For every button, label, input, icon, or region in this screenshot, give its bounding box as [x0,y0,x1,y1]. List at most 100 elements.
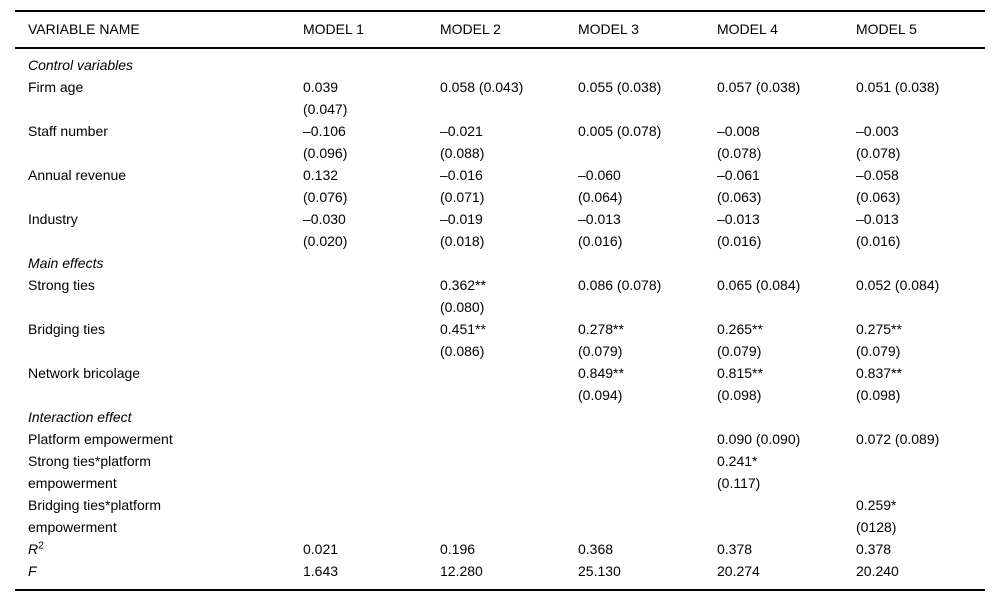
model-value-cell: –0.106 (0.096) [303,123,348,161]
model-value-cell: –0.058 (0.063) [856,167,901,205]
model-value-cell: 0.072 (0.089) [856,431,940,447]
model-value-cell: 0.132 (0.076) [303,167,348,205]
model-value-cell: 0.241* (0.117) [717,453,761,491]
table-row: F 1.643 12.280 25.130 20.274 20.240 [15,560,985,582]
variable-label: Firm age [28,79,84,95]
model-value-cell: –0.019 (0.018) [440,211,485,249]
model-value-cell: 0.378 [717,541,753,557]
variable-label: Strong ties [28,277,95,293]
table-row: Strong ties*platform empowerment 0.241* (0.… [15,450,985,494]
model-value-cell: 0.086 (0.078) [578,277,662,293]
table-row: R2 0.021 0.196 0.368 0.378 0.378 [15,538,985,560]
model-value-cell: –0.013 (0.016) [578,211,623,249]
table-row: Strong ties 0.362** (0.080) 0.086 (0.078) 0.… [15,274,985,318]
model-value-cell [303,362,440,406]
model-value-cell [303,318,440,362]
model-value-cell [440,54,578,76]
column-header-model-2: MODEL 2 [440,21,501,37]
model-value-cell: 0.021 [303,541,339,557]
model-value-cell [856,54,985,76]
model-value-cell [303,274,440,318]
table-body: Control variables Firm age 0.039 (0.047) 0.0… [15,49,985,589]
model-value-cell [440,494,578,538]
variable-label: Strong ties*platform empowerment [28,453,151,491]
table-row: Annual revenue 0.132 (0.076) –0.016 (0.071) –… [15,164,985,208]
model-value-cell: 0.039 (0.047) [303,79,348,117]
model-value-cell: 0.196 [440,541,476,557]
model-value-cell: 0.849** (0.094) [578,365,624,403]
model-value-cell: 0.362** (0.080) [440,277,486,315]
model-value-cell [856,450,985,494]
model-value-cell: 0.378 [856,541,892,557]
model-value-cell: –0.021 (0.088) [440,123,485,161]
model-value-cell [578,54,717,76]
model-value-cell: 0.278** (0.079) [578,321,624,359]
variable-label: F [28,563,37,579]
model-value-cell: 0.368 [578,541,614,557]
model-value-cell [578,252,717,274]
variable-label: Main effects [28,255,104,271]
model-value-cell: 0.090 (0.090) [717,431,801,447]
column-header-model-5: MODEL 5 [856,21,917,37]
table-bottom-rule [15,589,985,591]
model-value-cell [303,428,440,450]
model-value-cell: 1.643 [303,563,339,579]
variable-label: Platform empowerment [28,431,173,447]
table-header-rule [15,46,985,49]
model-value-cell: –0.013 (0.016) [856,211,901,249]
model-value-cell: 0.052 (0.084) [856,277,940,293]
table-row: Main effects [15,252,985,274]
model-value-cell: –0.016 (0.071) [440,167,485,205]
variable-label: Industry [28,211,78,227]
regression-table: VARIABLE NAME MODEL 1 MODEL 2 MODEL 3 MO… [15,10,985,591]
variable-label: R2 [28,539,44,557]
variable-label: Bridging ties*platform empowerment [28,497,162,535]
model-value-cell: 0.058 (0.043) [440,79,524,95]
model-value-cell: 0.259* (0128) [856,497,897,535]
model-value-cell: –0.003 (0.078) [856,123,901,161]
model-value-cell: 0.005 (0.078) [578,123,662,139]
model-value-cell [440,428,578,450]
column-header-variable-name: VARIABLE NAME [28,21,140,37]
table-row: Bridging ties*platform empowerment 0.259*(… [15,494,985,538]
model-value-cell [303,450,440,494]
variable-label: Staff number [28,123,108,139]
model-value-cell [578,450,717,494]
model-value-cell [440,406,578,428]
model-value-cell: 0.051 (0.038) [856,79,940,95]
model-value-cell [578,406,717,428]
model-value-cell: –0.013 (0.016) [717,211,762,249]
table-row: Firm age 0.039 (0.047) 0.058 (0.043) 0.055 (… [15,76,985,120]
model-value-cell: 0.815** (0.098) [717,365,763,403]
model-value-cell [717,54,856,76]
table-row: Bridging ties 0.451** (0.086) 0.278** (0.079… [15,318,985,362]
model-value-cell: 0.451** (0.086) [440,321,486,359]
model-value-cell: 0.065 (0.084) [717,277,801,293]
model-value-cell: 0.265** (0.079) [717,321,763,359]
model-value-cell: –0.008 (0.078) [717,123,762,161]
model-value-cell [303,252,440,274]
table-row: Control variables [15,54,985,76]
model-value-cell: 20.274 [717,563,760,579]
model-value-cell [440,362,578,406]
table-row: Interaction effect [15,406,985,428]
model-value-cell: 0.057 (0.038) [717,79,801,95]
model-value-cell: –0.060 (0.064) [578,167,623,205]
table-header-row: VARIABLE NAME MODEL 1 MODEL 2 MODEL 3 MO… [15,12,985,47]
model-value-cell [578,428,717,450]
column-header-model-3: MODEL 3 [578,21,639,37]
model-value-cell [856,252,985,274]
model-value-cell: 0.837** (0.098) [856,365,902,403]
model-value-cell [717,406,856,428]
variable-label: Annual revenue [28,167,127,183]
model-value-cell: 25.130 [578,563,621,579]
model-value-cell: –0.061 (0.063) [717,167,762,205]
variable-label: Bridging ties [28,321,106,337]
model-value-cell [303,494,440,538]
model-value-cell: –0.030 (0.020) [303,211,348,249]
table-row: Network bricolage 0.849** (0.094) 0.815** (0… [15,362,985,406]
model-value-cell: 0.275** (0.079) [856,321,902,359]
model-value-cell [717,494,856,538]
variable-label: Control variables [28,57,134,73]
